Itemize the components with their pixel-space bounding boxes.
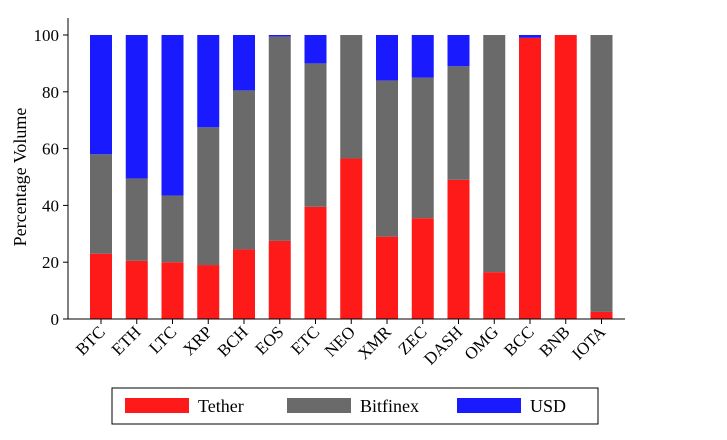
x-tick-label: NEO	[321, 322, 359, 360]
bar-xmr-usd	[376, 35, 398, 81]
x-tick-label: XMR	[354, 322, 395, 363]
y-tick-label: 40	[42, 196, 59, 215]
x-tick-label: ETH	[108, 322, 145, 359]
x-tick-label: DASH	[420, 322, 466, 368]
x-tick-label: BTC	[72, 322, 109, 359]
legend-label-bitfinex: Bitfinex	[360, 396, 419, 416]
bar-eth-usd	[125, 35, 148, 179]
bar-btc-tether	[90, 253, 112, 319]
x-tick-label: BCC	[500, 322, 537, 359]
bar-bch-tether	[233, 249, 255, 319]
bar-xmr-bitfinex	[376, 80, 398, 237]
y-tick-label: 80	[42, 83, 59, 102]
legend-swatch-usd	[457, 398, 521, 413]
x-tick-label: OMG	[461, 322, 502, 363]
bar-ltc-tether	[161, 262, 184, 319]
bar-etc-tether	[304, 206, 327, 319]
bar-dash-usd	[447, 35, 470, 67]
bar-ltc-usd	[161, 35, 184, 196]
legend: Tether Bitfinex USD	[111, 387, 599, 425]
bar-zec-bitfinex	[411, 77, 434, 219]
plot-area	[90, 35, 613, 320]
bar-bnb-tether	[554, 35, 577, 319]
bar-eos-usd	[268, 35, 291, 37]
bar-iota-tether	[590, 311, 613, 319]
bar-etc-usd	[304, 35, 327, 64]
bar-eos-tether	[268, 240, 291, 319]
bar-btc-bitfinex	[90, 154, 112, 254]
bar-xrp-tether	[197, 265, 220, 319]
bar-neo-tether	[340, 158, 363, 319]
bar-eth-tether	[125, 260, 148, 319]
bar-xmr-tether	[376, 236, 398, 319]
bar-bcc-tether	[519, 37, 541, 320]
legend-swatch-tether	[125, 398, 189, 413]
x-tick-label: ETC	[287, 322, 323, 358]
bar-omg-tether	[483, 272, 506, 319]
x-tick-label: XRP	[179, 322, 216, 359]
bar-neo-bitfinex	[340, 35, 363, 159]
bar-eth-bitfinex	[125, 178, 148, 261]
bar-bch-bitfinex	[233, 90, 255, 250]
bar-xrp-bitfinex	[197, 127, 220, 266]
x-tick-label: BNB	[535, 322, 573, 360]
x-tick-label: EOS	[251, 322, 287, 358]
y-tick-label: 20	[42, 253, 59, 272]
y-tick-label: 0	[51, 310, 60, 329]
bar-dash-tether	[447, 179, 470, 319]
bar-ltc-bitfinex	[161, 195, 184, 263]
y-tick-label: 100	[34, 26, 60, 45]
x-tick-label: IOTA	[568, 322, 610, 364]
bar-dash-bitfinex	[447, 66, 470, 180]
y-axis-label: Percentage Volume	[10, 108, 30, 247]
bar-omg-bitfinex	[483, 35, 506, 273]
bar-btc-usd	[90, 35, 112, 155]
bar-bcc-usd	[519, 35, 541, 38]
bar-eos-bitfinex	[268, 36, 291, 241]
bar-bch-usd	[233, 35, 255, 91]
y-tick-label: 60	[42, 140, 59, 159]
bar-xrp-usd	[197, 35, 220, 128]
legend-swatch-bitfinex	[287, 398, 351, 413]
bar-etc-bitfinex	[304, 63, 327, 207]
bar-zec-usd	[411, 35, 434, 78]
legend-label-usd: USD	[530, 396, 566, 416]
legend-label-tether: Tether	[198, 396, 244, 416]
x-tick-label: BCH	[214, 322, 252, 360]
bar-iota-bitfinex	[590, 35, 613, 312]
bar-zec-tether	[411, 218, 434, 319]
x-tick-label: LTC	[145, 322, 180, 357]
